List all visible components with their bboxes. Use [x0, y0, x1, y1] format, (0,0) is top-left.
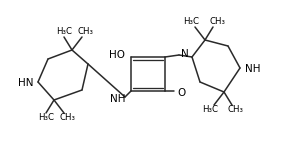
Text: CH₃: CH₃	[60, 114, 76, 123]
Text: H₃C: H₃C	[56, 28, 72, 36]
Text: CH₃: CH₃	[78, 28, 94, 36]
Text: CH₃: CH₃	[209, 17, 225, 26]
Text: N: N	[181, 49, 189, 59]
Text: NH: NH	[245, 64, 261, 74]
Text: H₃C: H₃C	[183, 17, 199, 26]
Text: CH₃: CH₃	[228, 105, 244, 114]
Text: HO: HO	[109, 50, 125, 60]
Text: O: O	[177, 88, 185, 98]
Text: H₃C: H₃C	[38, 114, 54, 123]
Text: HN: HN	[18, 78, 34, 88]
Text: NH: NH	[110, 94, 126, 104]
Text: H₃C: H₃C	[202, 105, 218, 114]
